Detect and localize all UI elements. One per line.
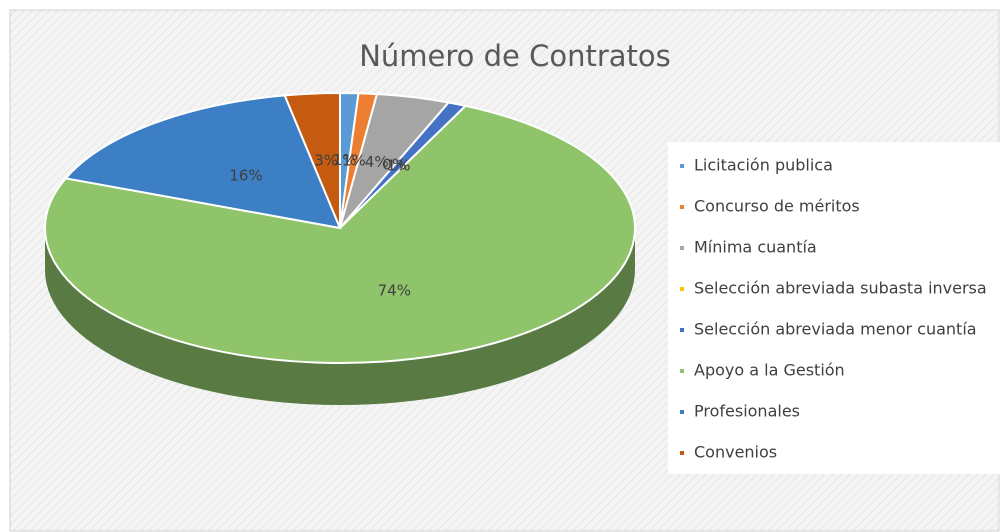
data-label: 1% xyxy=(387,157,411,175)
legend-swatch xyxy=(680,287,684,291)
data-label: 16% xyxy=(229,166,262,184)
legend-label: Selección abreviada subasta inversa xyxy=(694,279,987,298)
legend-box xyxy=(668,142,1000,474)
data-label: 74% xyxy=(378,281,411,299)
data-label: 4% xyxy=(365,153,389,171)
data-label: 0% xyxy=(382,156,406,174)
legend-label: Profesionales xyxy=(694,402,800,421)
legend: Licitación publica Concurso de méritos Mín… xyxy=(680,156,987,462)
legend-label: Convenios xyxy=(694,443,777,462)
legend-label: Concurso de méritos xyxy=(694,197,860,216)
slice xyxy=(44,104,636,364)
slice-side xyxy=(45,228,635,405)
data-label: 1% xyxy=(342,151,366,169)
legend-label: Licitación publica xyxy=(694,156,833,175)
pie: 1%1% 4%0%1%74%16%3% xyxy=(44,91,636,405)
slice xyxy=(283,91,341,229)
legend-swatch xyxy=(680,410,684,414)
legend-swatch xyxy=(680,205,684,209)
slice xyxy=(63,94,342,230)
legend-swatch xyxy=(680,246,684,250)
data-label: 1% xyxy=(333,151,357,169)
legend-label: Mínima cuantía xyxy=(694,238,817,257)
data-label: 3% xyxy=(314,151,338,169)
legend-label: Selección abreviada menor cuantía xyxy=(694,320,977,339)
legend-swatch xyxy=(680,328,684,332)
legend-swatch xyxy=(680,369,684,373)
legend-swatch xyxy=(680,164,684,168)
legend-swatch xyxy=(680,451,684,455)
chart-title: Número de Contratos xyxy=(359,39,671,73)
legend-label: Apoyo a la Gestión xyxy=(694,361,845,380)
